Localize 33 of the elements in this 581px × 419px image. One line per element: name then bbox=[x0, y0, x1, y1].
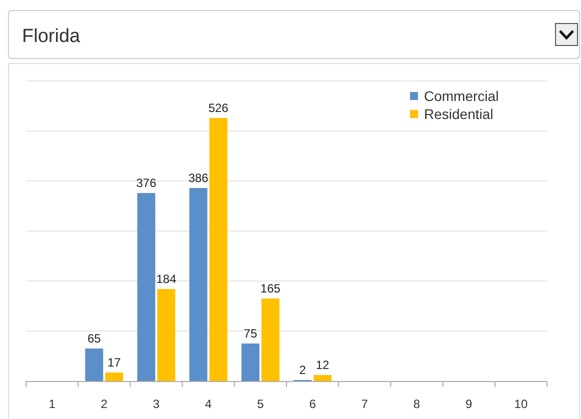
x-tick-label: 1 bbox=[48, 397, 56, 411]
x-tick-label: 4 bbox=[205, 397, 212, 411]
data-label: 165 bbox=[260, 282, 281, 296]
data-label: 386 bbox=[188, 171, 209, 185]
x-tick-label: 8 bbox=[413, 397, 420, 411]
bar bbox=[137, 193, 156, 381]
bar bbox=[241, 344, 260, 381]
legend-label: Residential bbox=[424, 106, 494, 122]
x-tick-label: 10 bbox=[514, 397, 528, 411]
data-label: 65 bbox=[87, 332, 102, 346]
data-label: 376 bbox=[136, 176, 157, 190]
x-tick-label: 5 bbox=[257, 397, 264, 411]
data-label: 75 bbox=[244, 326, 258, 340]
x-tick-label: 6 bbox=[309, 397, 316, 411]
x-tick-label: 7 bbox=[361, 397, 368, 411]
legend-label: Commercial bbox=[424, 88, 499, 104]
bar bbox=[105, 372, 124, 381]
data-label: 184 bbox=[156, 272, 177, 286]
chart-title: Florida bbox=[22, 26, 81, 47]
x-tick-label: 2 bbox=[100, 397, 108, 411]
bar bbox=[209, 118, 228, 381]
bar bbox=[85, 348, 104, 381]
bar bbox=[314, 375, 332, 381]
data-label: 12 bbox=[316, 358, 330, 372]
bar bbox=[189, 188, 208, 381]
data-label: 2 bbox=[299, 363, 306, 377]
x-tick-label: 3 bbox=[152, 397, 160, 411]
bar bbox=[261, 298, 280, 381]
x-tick-label: 9 bbox=[466, 397, 473, 411]
data-label: 526 bbox=[208, 101, 229, 115]
bar bbox=[157, 289, 176, 381]
dropdown-field: Florida bbox=[8, 10, 580, 59]
data-label: 17 bbox=[107, 356, 122, 370]
